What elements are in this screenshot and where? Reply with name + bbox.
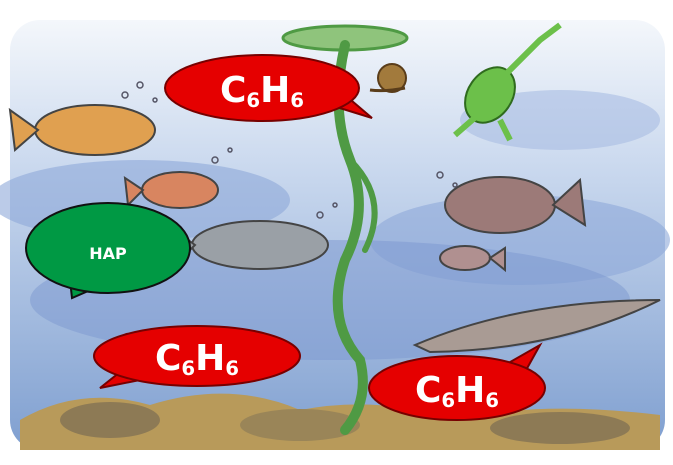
label-part: C [155,338,181,379]
subscript: 6 [181,357,195,380]
label-part: H [195,338,225,379]
subscript: 6 [485,389,499,412]
subscript: 6 [441,389,455,412]
label-part: HAP [89,244,127,263]
bubble-label: HAP [89,244,127,263]
subscript: 6 [246,89,260,112]
label-part: C [220,70,246,111]
illustration: C6H6HAPC6H6C6H6 [0,0,673,465]
subscript: 6 [225,357,239,380]
label-part: H [455,370,485,411]
subscript: 6 [290,89,304,112]
label-part: C [415,370,441,411]
label-part: H [260,70,290,111]
